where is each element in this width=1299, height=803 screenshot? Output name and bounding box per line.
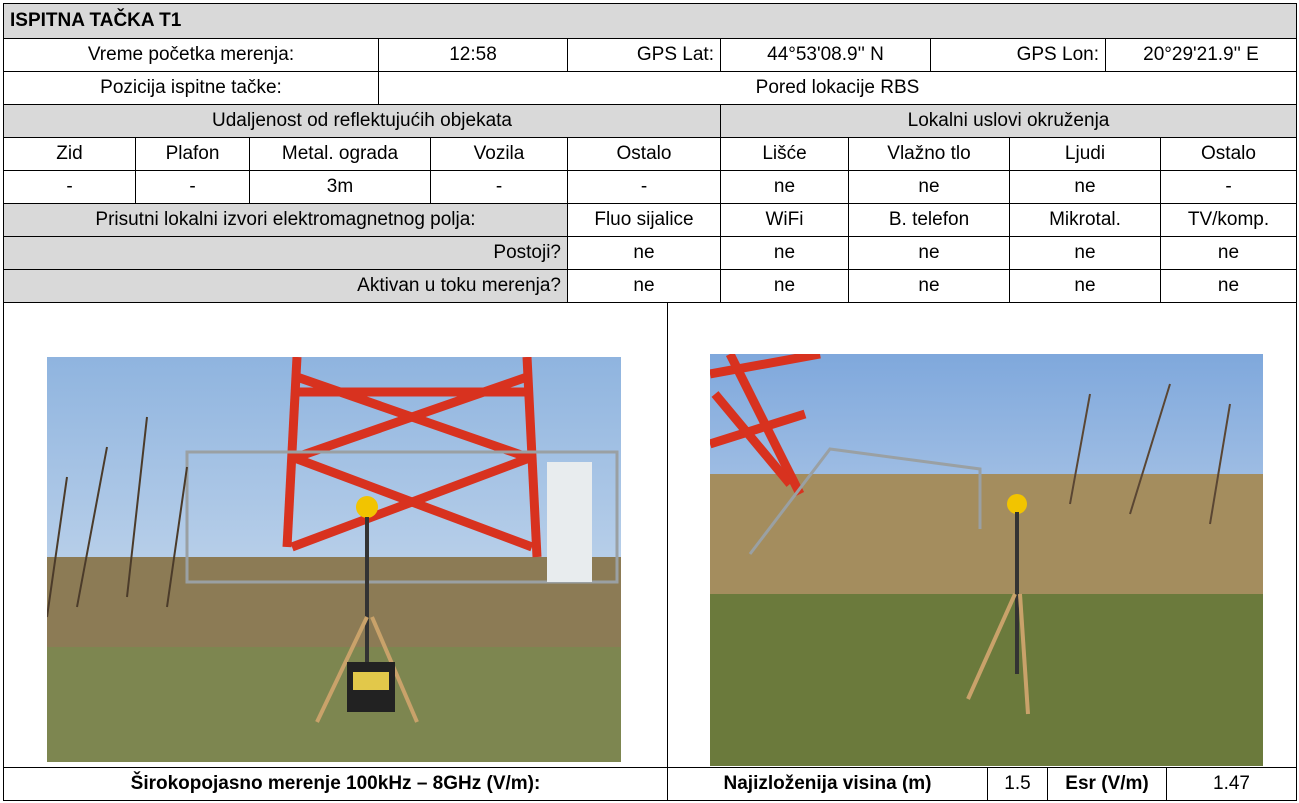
column-header: TV/komp. [1160, 203, 1297, 237]
table-cell: ne [1160, 236, 1297, 270]
table-cell: - [135, 170, 250, 204]
table-cell: ne [1009, 236, 1161, 270]
column-header: Vozila [430, 137, 568, 171]
table-cell: Pozicija ispitne tačke: [3, 71, 379, 105]
column-header: WiFi [720, 203, 849, 237]
table-cell: - [430, 170, 568, 204]
table-cell: 3m [249, 170, 431, 204]
row-label: Postoji? [3, 236, 568, 270]
table-cell: ne [720, 170, 849, 204]
column-header: Metal. ograda [249, 137, 431, 171]
column-header: Ostalo [1160, 137, 1297, 171]
column-header: Plafon [135, 137, 250, 171]
table-cell: Esr (V/m) [1047, 767, 1167, 801]
column-header: Vlažno tlo [848, 137, 1010, 171]
table-cell: ne [720, 236, 849, 270]
column-header: Fluo sijalice [567, 203, 721, 237]
column-header: Mikrotal. [1009, 203, 1161, 237]
table-cell: ne [848, 269, 1010, 303]
table-cell: ne [848, 170, 1010, 204]
table-cell: 44°53'08.9'' N [720, 38, 931, 72]
table-cell: - [567, 170, 721, 204]
column-header: B. telefon [848, 203, 1010, 237]
table-cell: ne [567, 269, 721, 303]
table-cell: ne [848, 236, 1010, 270]
section-header: Prisutni lokalni izvori elektromagnetnog… [3, 203, 568, 237]
photo-left [47, 357, 621, 762]
table-cell: Najizloženija visina (m) [667, 767, 988, 801]
table-cell: GPS Lon: [930, 38, 1106, 72]
table-cell: - [3, 170, 136, 204]
table-cell: GPS Lat: [567, 38, 721, 72]
section-header: Lokalni uslovi okruženja [720, 104, 1297, 138]
table-cell: 20°29'21.9'' E [1105, 38, 1297, 72]
table-cell: ne [1160, 269, 1297, 303]
column-header: Lišće [720, 137, 849, 171]
table-cell: Pored lokacije RBS [378, 71, 1297, 105]
title: ISPITNA TAČKA T1 [3, 3, 1297, 39]
row-label: Aktivan u toku merenja? [3, 269, 568, 303]
table-cell: Vreme početka merenja: [3, 38, 379, 72]
column-header: Ostalo [567, 137, 721, 171]
table-cell: ne [1009, 170, 1161, 204]
table-cell: - [1160, 170, 1297, 204]
table-cell: 1.47 [1166, 767, 1297, 801]
column-header: Ljudi [1009, 137, 1161, 171]
table-cell: ne [567, 236, 721, 270]
table-cell: 12:58 [378, 38, 568, 72]
photo-right [710, 354, 1263, 766]
column-header: Zid [3, 137, 136, 171]
table-cell: 1.5 [987, 767, 1048, 801]
section-header: Udaljenost od reflektujućih objekata [3, 104, 721, 138]
table-cell: Širokopojasno merenje 100kHz – 8GHz (V/m… [3, 767, 668, 801]
table-cell: ne [1009, 269, 1161, 303]
table-cell: ne [720, 269, 849, 303]
